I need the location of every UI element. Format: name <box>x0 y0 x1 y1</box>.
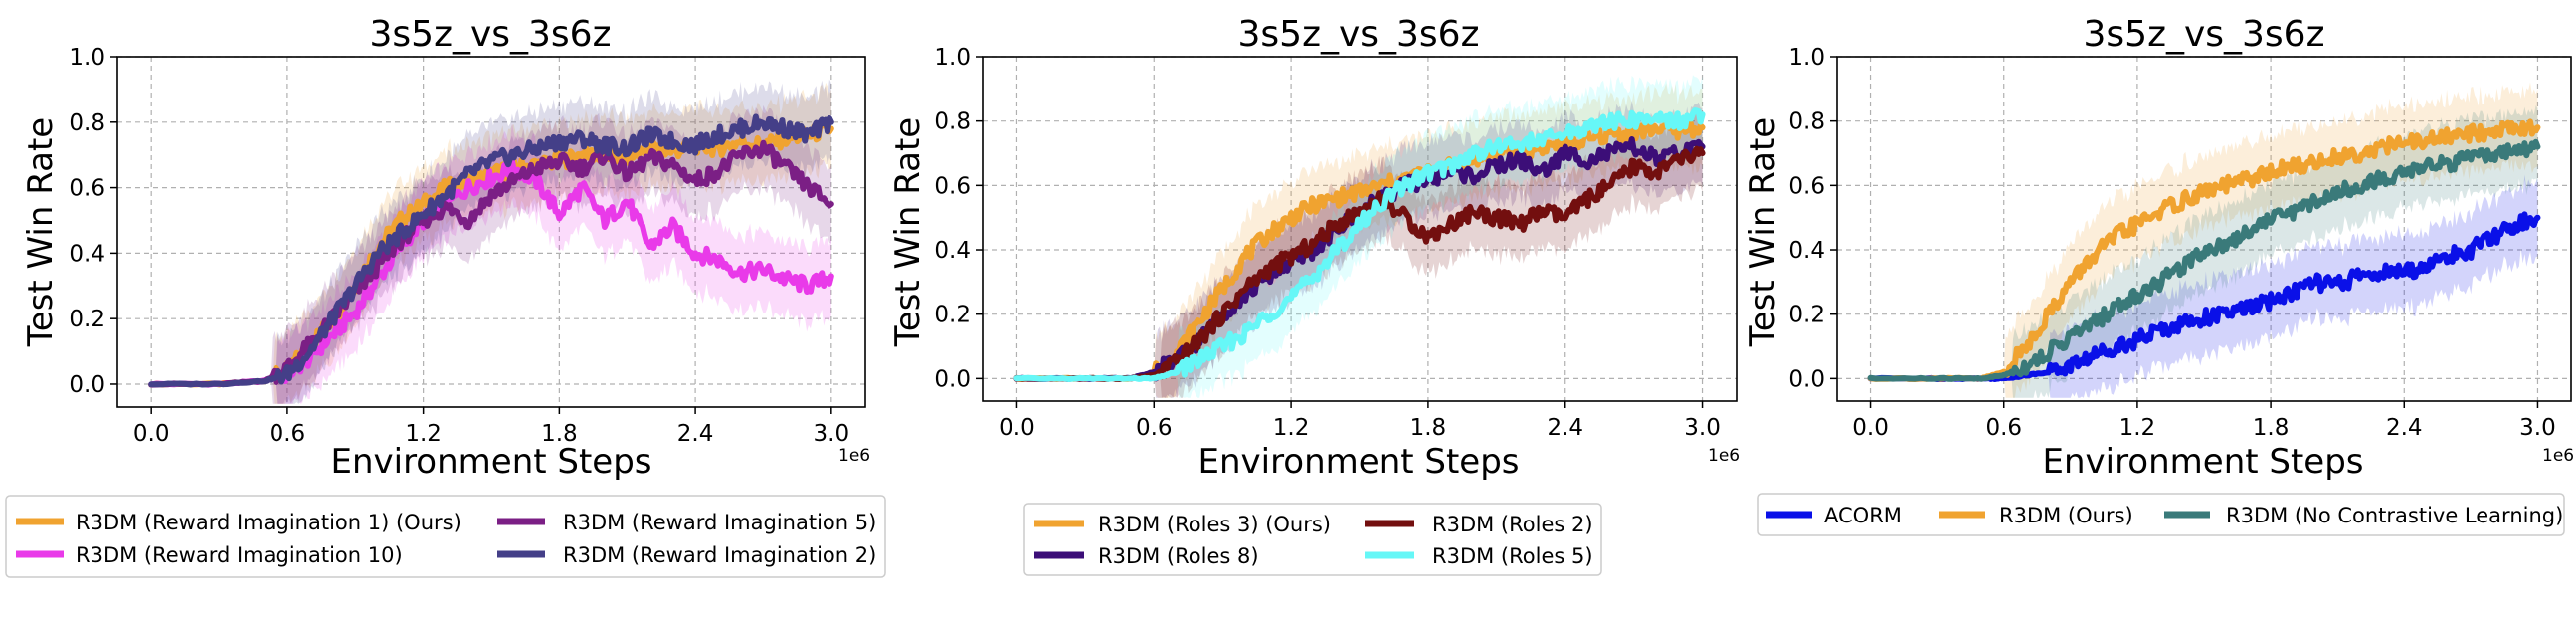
legend-label: R3DM (Roles 3) (Ours) <box>1098 513 1331 536</box>
legend-label: R3DM (Roles 5) <box>1432 544 1593 568</box>
x-tick-label: 2.4 <box>2386 415 2423 441</box>
panel-3: 3s5z_vs_3s6z 0.0 0.2 0.4 0.6 0.8 1.0 0.0 0.6 1.… <box>1744 14 2574 536</box>
series-line <box>1867 211 2541 382</box>
y-tick-label: 0.2 <box>1788 303 1825 328</box>
y-tick-label: 0.0 <box>934 366 971 392</box>
panel-3-title: 3s5z_vs_3s6z <box>2084 14 2325 55</box>
y-tick-label: 0.6 <box>934 173 971 199</box>
y-tick-label: 0.4 <box>934 238 971 264</box>
panel-1-y-axis-label: Test Win Rate <box>21 117 61 347</box>
x-tick-label: 1.8 <box>541 421 578 447</box>
x-tick-label: 1.8 <box>2253 415 2290 441</box>
panel-3-plot-frame <box>1836 56 2572 402</box>
y-tick-label: 0.4 <box>1788 238 1825 264</box>
y-tick-label: 0.2 <box>934 303 971 328</box>
panel-1-legend: R3DM (Reward Imagination 1) (Ours) R3DM … <box>5 495 886 578</box>
legend-label: ACORM <box>1824 504 1902 527</box>
panel-2-y-axis-label: Test Win Rate <box>888 117 928 347</box>
legend-label: R3DM (Reward Imagination 2) <box>563 543 876 567</box>
series-line <box>1867 118 2541 382</box>
y-tick-label: 0.8 <box>69 110 105 136</box>
series-line <box>1867 138 2541 382</box>
y-tick-label: 0.2 <box>69 307 105 332</box>
y-tick-label: 0.6 <box>69 176 105 202</box>
y-tick-label: 1.0 <box>1788 45 1825 71</box>
y-tick-label: 0.6 <box>1788 173 1825 199</box>
legend-label: R3DM (Reward Imagination 1) (Ours) <box>76 511 461 534</box>
panel-2-x-offset: 1e6 <box>1708 446 1740 466</box>
x-tick-label: 0.6 <box>1136 415 1173 441</box>
y-tick-label: 1.0 <box>69 45 105 71</box>
x-tick-label: 0.0 <box>999 415 1035 441</box>
panel-2: 3s5z_vs_3s6z 0.0 0.2 0.4 0.6 0.8 1.0 0.0 0.6 1.… <box>888 14 1740 576</box>
x-tick-label: 1.2 <box>1273 415 1310 441</box>
series-line <box>148 113 834 388</box>
panel-2-plot-frame <box>982 56 1738 402</box>
series-band <box>1870 82 2538 398</box>
x-tick-label: 3.0 <box>1684 415 1721 441</box>
y-tick-label: 0.8 <box>1788 109 1825 135</box>
y-tick-label: 0.0 <box>69 372 105 398</box>
legend-label: R3DM (Ours) <box>1999 504 2133 527</box>
y-tick-label: 0.4 <box>69 241 105 267</box>
panel-2-legend: R3DM (Roles 3) (Ours) R3DM (Roles 8) R3D… <box>1023 503 1602 576</box>
x-tick-label: 2.4 <box>1547 415 1583 441</box>
panel-3-x-offset: 1e6 <box>2542 446 2574 466</box>
panel-2-legend-box <box>1023 503 1602 576</box>
legend-label: R3DM (No Contrastive Learning) <box>2226 504 2563 527</box>
panel-3-legend: ACORM R3DM (Ours) R3DM (No Contrastive L… <box>1757 493 2565 536</box>
panel-2-x-axis-label: Environment Steps <box>1197 442 1519 482</box>
panel-2-title: 3s5z_vs_3s6z <box>1238 14 1480 55</box>
series-band <box>1870 174 2538 398</box>
legend-label: R3DM (Roles 8) <box>1098 544 1259 568</box>
x-tick-label: 0.6 <box>270 421 306 447</box>
x-tick-label: 2.4 <box>677 421 714 447</box>
y-tick-label: 0.8 <box>934 109 971 135</box>
x-tick-label: 0.0 <box>1852 415 1889 441</box>
series-line <box>148 157 834 388</box>
panel-3-legend-box <box>1757 493 2565 536</box>
x-tick-label: 3.0 <box>2519 415 2556 441</box>
x-tick-label: 0.0 <box>133 421 170 447</box>
legend-label: R3DM (Reward Imagination 5) <box>563 511 876 534</box>
panel-1-x-offset: 1e6 <box>838 446 870 466</box>
panel-1-title: 3s5z_vs_3s6z <box>370 14 612 55</box>
panel-3-x-axis-label: Environment Steps <box>2042 442 2363 482</box>
x-tick-label: 0.6 <box>1985 415 2022 441</box>
x-tick-label: 1.2 <box>2119 415 2156 441</box>
legend-label: R3DM (Reward Imagination 10) <box>76 543 403 567</box>
panel-1-legend-box <box>5 495 886 578</box>
series-line <box>1013 107 1706 382</box>
x-tick-label: 1.8 <box>1410 415 1447 441</box>
y-tick-label: 1.0 <box>934 45 971 71</box>
y-tick-label: 0.0 <box>1788 366 1825 392</box>
legend-label: R3DM (Roles 2) <box>1432 513 1593 536</box>
panel-1: 3s5z_vs_3s6z 0.0 0.2 0.4 0.6 0.8 1.0 0.0 0.6 1.… <box>5 14 886 578</box>
panel-3-y-axis-label: Test Win Rate <box>1744 117 1783 347</box>
panel-1-plot-frame <box>116 56 866 408</box>
x-tick-label: 1.2 <box>405 421 442 447</box>
x-tick-label: 3.0 <box>814 421 850 447</box>
series-band <box>1016 101 1703 398</box>
panel-1-x-axis-label: Environment Steps <box>330 442 651 482</box>
